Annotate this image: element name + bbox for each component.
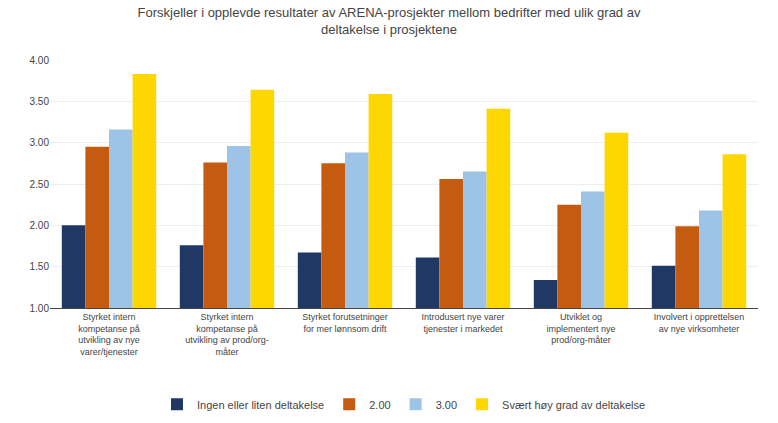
- svg-text:Forskjeller i opplevde resulta: Forskjeller i opplevde resultater av ARE…: [138, 5, 641, 37]
- svg-text:Introdusert nye varertjenester: Introdusert nye varertjenester i markede…: [421, 312, 504, 334]
- svg-text:2.00: 2.00: [30, 220, 50, 231]
- svg-text:Styrket internkompetanse påutv: Styrket internkompetanse påutvikling av …: [78, 312, 140, 357]
- svg-text:Svært høy grad av deltakelse: Svært høy grad av deltakelse: [502, 399, 645, 411]
- svg-text:Utviklet ogimplementert nyepro: Utviklet ogimplementert nyeprod/org-måte…: [546, 312, 615, 345]
- svg-text:Involvert i opprettelsenav nye: Involvert i opprettelsenav nye virksomhe…: [654, 312, 745, 334]
- svg-text:1.50: 1.50: [30, 261, 50, 272]
- svg-text:Ingen eller liten deltakelse: Ingen eller liten deltakelse: [197, 399, 324, 411]
- svg-text:4.00: 4.00: [30, 55, 50, 66]
- svg-text:3.00: 3.00: [30, 137, 50, 148]
- svg-text:1.00: 1.00: [30, 303, 50, 314]
- svg-text:2.00: 2.00: [369, 399, 390, 411]
- svg-text:3.50: 3.50: [30, 96, 50, 107]
- svg-text:2.50: 2.50: [30, 179, 50, 190]
- svg-text:Styrket forutsetningerfor mer: Styrket forutsetningerfor mer lønnsom dr…: [302, 312, 388, 334]
- svg-text:3.00: 3.00: [436, 399, 457, 411]
- svg-text:Styrket internkompetanse påutv: Styrket internkompetanse påutvikling av …: [185, 312, 269, 357]
